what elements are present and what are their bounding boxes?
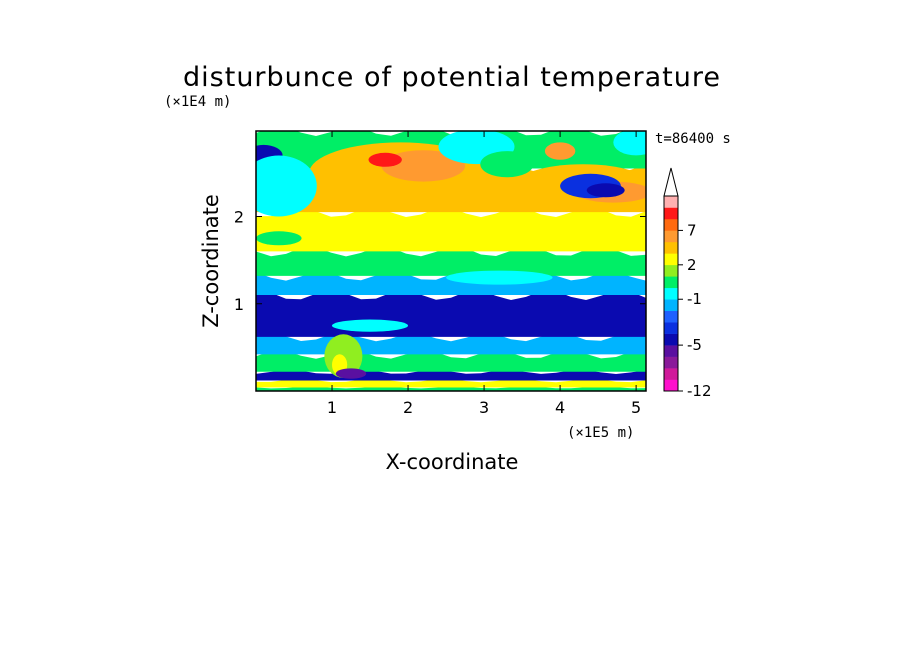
field-cell bbox=[335, 368, 367, 379]
field-cell bbox=[544, 142, 576, 160]
field-cell bbox=[586, 183, 625, 198]
field-cell bbox=[256, 231, 302, 246]
colorbar-swatch bbox=[664, 322, 678, 334]
colorbar-swatch bbox=[664, 287, 678, 300]
colorbar-label: 2 bbox=[687, 256, 697, 274]
colorbar-swatch bbox=[664, 253, 678, 266]
field-cell bbox=[446, 270, 553, 285]
field-cell bbox=[368, 152, 402, 167]
field-band bbox=[256, 207, 646, 252]
field-band bbox=[256, 386, 646, 391]
field-band bbox=[256, 290, 646, 337]
x-tick-label: 5 bbox=[631, 398, 641, 417]
colorbar-swatch bbox=[664, 356, 678, 369]
colorbar-swatch bbox=[664, 310, 678, 323]
colorbar-label: -5 bbox=[687, 336, 702, 354]
y-axis: 12 bbox=[234, 208, 646, 314]
x-axis-label: X-coordinate bbox=[386, 450, 519, 474]
time-label: t=86400 s bbox=[655, 131, 731, 147]
colorbar-swatch bbox=[664, 379, 678, 392]
x-tick-label: 1 bbox=[327, 398, 337, 417]
x-tick-label: 4 bbox=[555, 398, 565, 417]
colorbar-swatch bbox=[664, 218, 678, 231]
y-tick-label: 2 bbox=[234, 208, 244, 227]
field-cell bbox=[332, 319, 408, 332]
contour-field bbox=[256, 131, 646, 391]
field-cell bbox=[480, 151, 534, 178]
y-axis-label: Z-coordinate bbox=[199, 194, 223, 328]
colorbar-swatch bbox=[664, 276, 678, 289]
colorbar-swatch bbox=[664, 230, 678, 243]
chart-title: disturbunce of potential temperature bbox=[183, 62, 721, 93]
colorbar: 7 2 -1 -5 -12 bbox=[663, 167, 712, 400]
x-tick-label: 2 bbox=[403, 398, 413, 417]
colorbar-label: -12 bbox=[687, 382, 712, 400]
y-unit-label: (×1E4 m) bbox=[164, 94, 231, 110]
field-band bbox=[256, 378, 646, 388]
colorbar-label: 7 bbox=[687, 221, 697, 239]
colorbar-swatch bbox=[664, 207, 678, 220]
colorbar-swatch bbox=[664, 196, 678, 208]
plot-frame bbox=[255, 130, 647, 392]
x-tick-label: 3 bbox=[479, 398, 489, 417]
colorbar-swatch bbox=[664, 333, 678, 346]
colorbar-swatch bbox=[664, 345, 678, 357]
x-unit-label: (×1E5 m) bbox=[567, 425, 634, 441]
field-cell bbox=[381, 150, 466, 182]
colorbar-swatch bbox=[664, 264, 678, 277]
field-cell bbox=[613, 131, 646, 156]
field-cell bbox=[256, 155, 317, 217]
colorbar-extend-arrow bbox=[663, 167, 679, 197]
colorbar-label: -1 bbox=[687, 290, 702, 308]
colorbar-swatch bbox=[664, 241, 678, 254]
x-axis: 1 2 3 4 5 bbox=[327, 131, 641, 417]
colorbar-swatch bbox=[664, 368, 678, 380]
colorbar-frame bbox=[663, 195, 679, 392]
colorbar-swatch bbox=[664, 299, 678, 312]
y-tick-label: 1 bbox=[234, 295, 244, 314]
field-band bbox=[256, 246, 646, 276]
